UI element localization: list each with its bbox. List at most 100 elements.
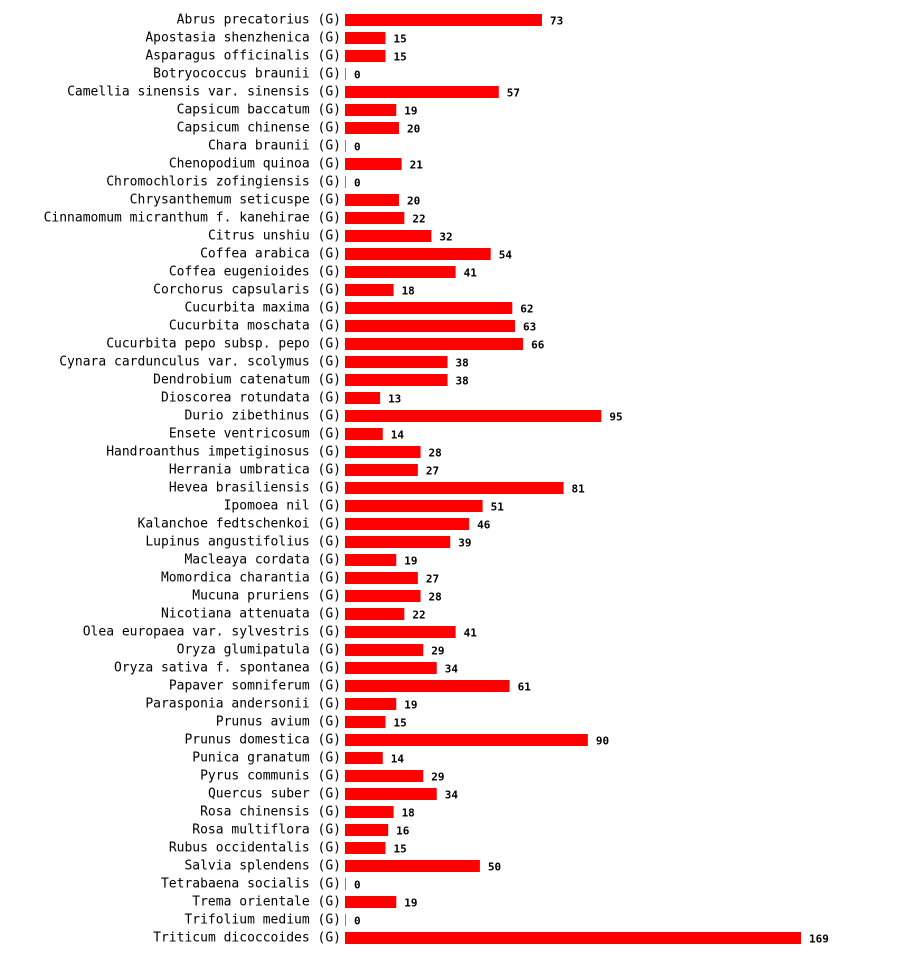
- category-label: Coffea eugenioides (G): [169, 265, 341, 280]
- bar: [345, 284, 394, 296]
- category-label: Rubus occidentalis (G): [169, 841, 341, 856]
- bar: [345, 536, 451, 548]
- category-label: Chromochloris zofingiensis (G): [106, 175, 341, 190]
- bar: [345, 752, 383, 764]
- bar: [345, 68, 346, 80]
- value-label: 62: [520, 303, 533, 316]
- category-label: Triticum dicoccoides (G): [153, 931, 341, 946]
- category-label: Handroanthus impetiginosus (G): [106, 445, 341, 460]
- category-label: Cucurbita pepo subsp. pepo (G): [106, 337, 341, 352]
- bar: [345, 824, 389, 836]
- value-label: 34: [445, 663, 459, 676]
- value-label: 19: [404, 555, 417, 568]
- value-label: 41: [464, 627, 478, 640]
- category-label: Dendrobium catenatum (G): [153, 373, 341, 388]
- bar: [345, 428, 383, 440]
- value-label: 54: [499, 249, 513, 262]
- category-label: Dioscorea rotundata (G): [161, 391, 341, 406]
- value-label: 81: [572, 483, 586, 496]
- value-label: 15: [393, 33, 406, 46]
- bar: [345, 914, 346, 926]
- value-label: 22: [412, 609, 425, 622]
- value-label: 0: [354, 177, 361, 190]
- bar: [345, 32, 386, 44]
- value-label: 34: [445, 789, 459, 802]
- category-label: Ipomoea nil (G): [224, 499, 341, 514]
- category-label: Quercus suber (G): [208, 787, 341, 802]
- value-label: 15: [393, 843, 406, 856]
- value-label: 28: [429, 591, 442, 604]
- value-label: 22: [412, 213, 425, 226]
- value-label: 19: [404, 105, 417, 118]
- bar: [345, 590, 421, 602]
- value-label: 13: [388, 393, 401, 406]
- category-label: Durio zibethinus (G): [184, 409, 341, 424]
- bar: [345, 896, 397, 908]
- category-label: Mucuna pruriens (G): [192, 589, 341, 604]
- value-label: 32: [439, 231, 452, 244]
- value-label: 19: [404, 699, 417, 712]
- bar: [345, 248, 491, 260]
- value-label: 27: [426, 573, 439, 586]
- bar: [345, 734, 588, 746]
- bar: [345, 482, 564, 494]
- bar: [345, 662, 437, 674]
- value-label: 15: [393, 51, 406, 64]
- value-label: 14: [391, 429, 405, 442]
- category-label: Botryococcus braunii (G): [153, 67, 341, 82]
- value-label: 57: [507, 87, 520, 100]
- bar: [345, 716, 386, 728]
- bar: [345, 464, 418, 476]
- bar: [345, 122, 399, 134]
- category-label: Citrus unshiu (G): [208, 229, 341, 244]
- bar: [345, 860, 480, 872]
- value-label: 20: [407, 123, 420, 136]
- value-label: 18: [402, 285, 415, 298]
- value-label: 169: [809, 933, 829, 946]
- bar: [345, 374, 448, 386]
- category-label: Chrysanthemum seticuspe (G): [130, 193, 341, 208]
- bar: [345, 932, 801, 944]
- category-label: Cinnamomum micranthum f. kanehirae (G): [44, 211, 341, 226]
- bar: [345, 140, 346, 152]
- category-label: Kalanchoe fedtschenkoi (G): [138, 517, 342, 532]
- value-label: 28: [429, 447, 442, 460]
- value-label: 20: [407, 195, 420, 208]
- bar: [345, 266, 456, 278]
- bar: [345, 158, 402, 170]
- category-label: Cucurbita maxima (G): [184, 301, 341, 316]
- category-label: Punica granatum (G): [192, 751, 341, 766]
- category-label: Trema orientale (G): [192, 895, 341, 910]
- bar: [345, 446, 421, 458]
- bar: [345, 338, 524, 350]
- bar: [345, 572, 418, 584]
- category-label: Prunus avium (G): [216, 715, 341, 730]
- category-label: Rosa chinensis (G): [200, 805, 341, 820]
- category-label: Cucurbita moschata (G): [169, 319, 341, 334]
- value-label: 73: [550, 15, 563, 28]
- value-label: 27: [426, 465, 439, 478]
- bar: [345, 194, 399, 206]
- value-label: 16: [396, 825, 410, 838]
- category-label: Prunus domestica (G): [184, 733, 341, 748]
- value-label: 14: [391, 753, 405, 766]
- value-label: 63: [523, 321, 536, 334]
- category-label: Oryza sativa f. spontanea (G): [114, 661, 341, 676]
- category-label: Trifolium medium (G): [184, 913, 341, 928]
- category-label: Olea europaea var. sylvestris (G): [83, 625, 341, 640]
- value-label: 46: [477, 519, 491, 532]
- value-label: 21: [410, 159, 424, 172]
- category-label: Herrania umbratica (G): [169, 463, 341, 478]
- bar: [345, 14, 542, 26]
- category-label: Rosa multiflora (G): [192, 823, 341, 838]
- value-label: 38: [456, 357, 469, 370]
- value-label: 0: [354, 915, 361, 928]
- category-label: Macleaya cordata (G): [184, 553, 341, 568]
- category-label: Apostasia shenzhenica (G): [145, 31, 341, 46]
- bar: [345, 698, 397, 710]
- bar: [345, 554, 397, 566]
- bar: [345, 680, 510, 692]
- category-label: Chenopodium quinoa (G): [169, 157, 341, 172]
- bar: [345, 302, 513, 314]
